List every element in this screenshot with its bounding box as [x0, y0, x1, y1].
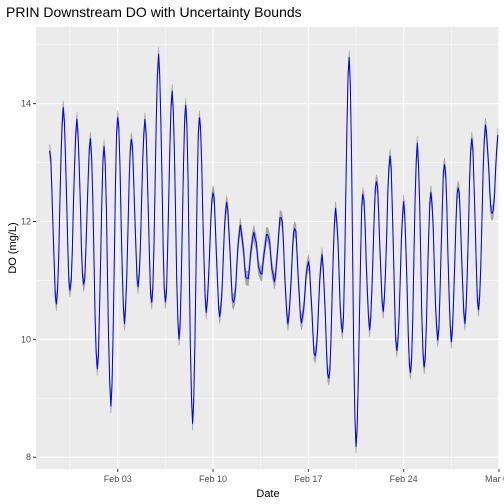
y-tick-label: 8 — [26, 452, 31, 462]
x-axis: Feb 03 Feb 10 Feb 17 Feb 24 Mar 02 — [104, 469, 504, 484]
y-tick-label: 14 — [21, 99, 31, 109]
x-axis-title: Date — [256, 488, 279, 500]
x-tick-label: Feb 17 — [294, 474, 322, 484]
x-tick-label: Feb 24 — [390, 474, 418, 484]
y-tick-label: 12 — [21, 216, 31, 226]
chart-title: PRIN Downstream DO with Uncertainty Boun… — [6, 4, 302, 20]
x-tick-label: Feb 10 — [199, 474, 227, 484]
y-tick-label: 10 — [21, 334, 31, 344]
x-tick-label: Mar 02 — [485, 474, 504, 484]
x-tick-label: Feb 03 — [104, 474, 132, 484]
y-axis: 8 10 12 14 — [21, 99, 36, 462]
do-series-line — [49, 53, 499, 447]
y-axis-title: DO (mg/L) — [7, 222, 19, 273]
grid-minor — [36, 27, 499, 469]
plot-panel — [36, 27, 499, 469]
